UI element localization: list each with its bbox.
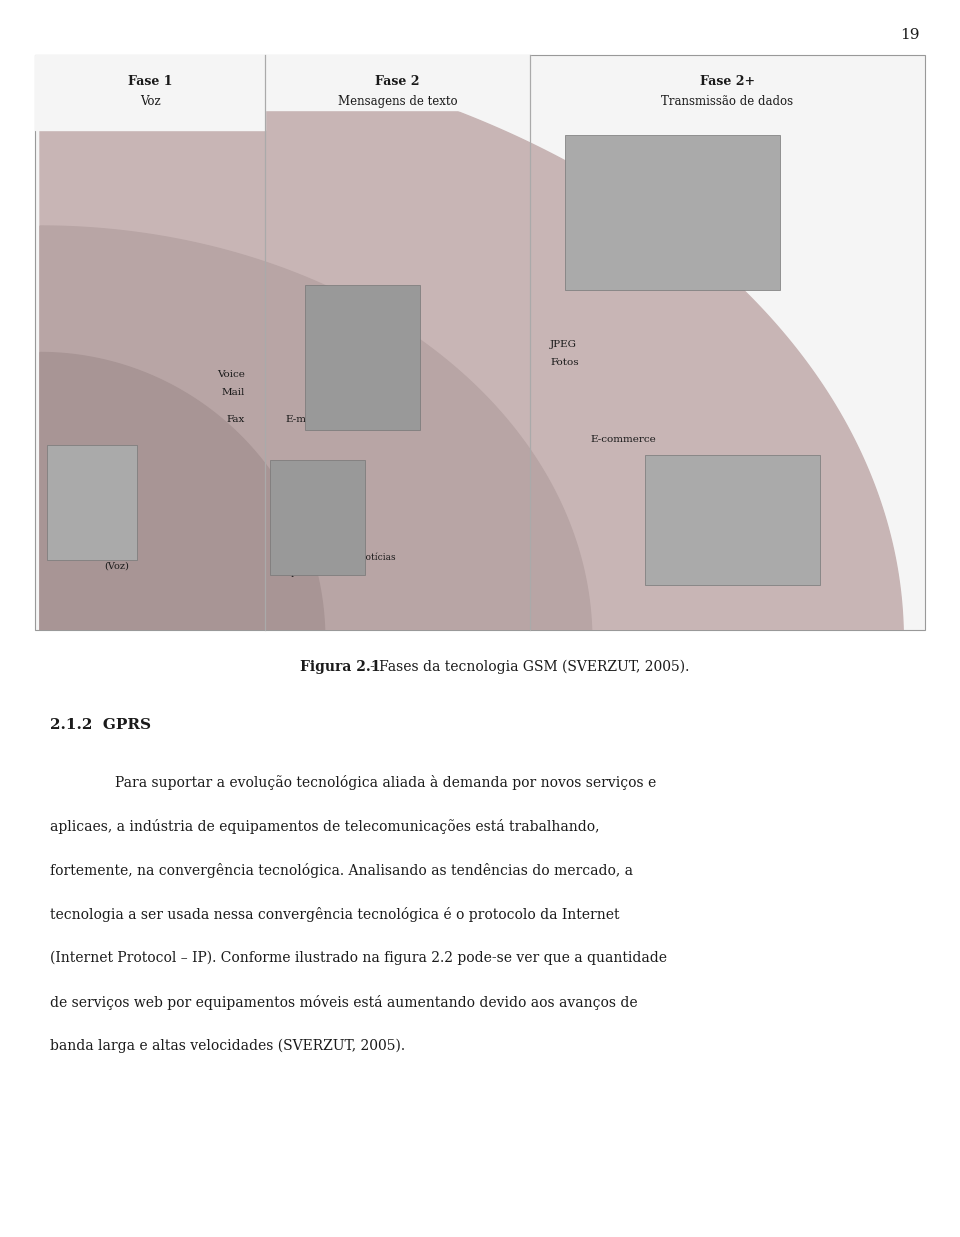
Text: aplicaes, a indústria de equipamentos de telecomunicações está trabalhando,: aplicaes, a indústria de equipamentos de… [50, 819, 599, 834]
Text: Transmissão de dados: Transmissão de dados [661, 95, 794, 108]
Bar [47, 445, 137, 560]
Polygon shape [40, 353, 324, 640]
Text: Fase 2+: Fase 2+ [700, 75, 756, 88]
Bar [305, 285, 420, 430]
Text: fortemente, na convergência tecnológica. Analisando as tendências do mercado, a: fortemente, na convergência tecnológica.… [50, 863, 633, 878]
Bar [565, 135, 780, 289]
Text: E-commerce: E-commerce [590, 435, 656, 444]
Text: Fotos: Fotos [550, 357, 579, 367]
Text: Fase 1: Fase 1 [128, 75, 172, 88]
Polygon shape [40, 226, 591, 640]
Text: Fax: Fax [227, 414, 245, 424]
Text: Figura 2.1: Figura 2.1 [300, 661, 380, 674]
Text: Mail: Mail [222, 388, 245, 397]
Text: - Fases da tecnologia GSM (SVERZUT, 2005).: - Fases da tecnologia GSM (SVERZUT, 2005… [370, 661, 689, 674]
Text: Voice: Voice [217, 370, 245, 379]
Bar [35, 54, 925, 630]
Polygon shape [40, 36, 903, 640]
Polygon shape [265, 54, 530, 110]
Text: de serviços web por equipamentos móveis está aumentando devido aos avanços de: de serviços web por equipamentos móveis … [50, 995, 637, 1009]
Text: Voz: Voz [140, 95, 160, 108]
Bar [270, 460, 365, 575]
Bar [645, 455, 820, 585]
Text: JPEG: JPEG [550, 340, 577, 349]
Text: Mensagens de texto: Mensagens de texto [338, 95, 457, 108]
Text: Esportes: Esportes [280, 568, 321, 576]
Text: (Voz): (Voz) [105, 562, 130, 571]
Text: Tempo, Tráfego, Notícias: Tempo, Tráfego, Notícias [280, 552, 396, 562]
Text: E-mail: E-mail [285, 414, 319, 424]
Text: Fase 2: Fase 2 [375, 75, 420, 88]
Text: Telefone: Telefone [96, 546, 138, 554]
Polygon shape [35, 54, 265, 130]
Text: banda larga e altas velocidades (SVERZUT, 2005).: banda larga e altas velocidades (SVERZUT… [50, 1039, 405, 1054]
Text: 19: 19 [900, 28, 920, 42]
Text: Para suportar a evolução tecnológica aliada à demanda por novos serviços e: Para suportar a evolução tecnológica ali… [115, 776, 657, 790]
Text: tecnologia a ser usada nessa convergência tecnológica é o protocolo da Internet: tecnologia a ser usada nessa convergênci… [50, 907, 619, 922]
Text: (Internet Protocol – IP). Conforme ilustrado na figura 2.2 pode-se ver que a qua: (Internet Protocol – IP). Conforme ilust… [50, 951, 667, 965]
Text: 2.1.2  GPRS: 2.1.2 GPRS [50, 717, 151, 732]
Text: Dados: Dados [280, 534, 311, 544]
